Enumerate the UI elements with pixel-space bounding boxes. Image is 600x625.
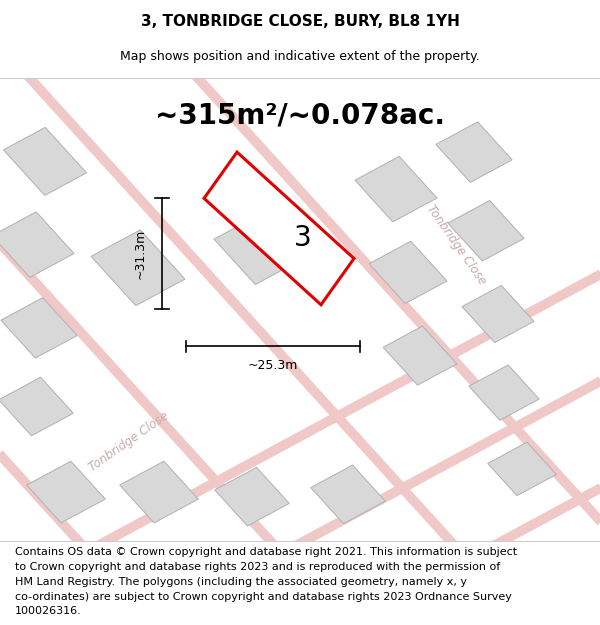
Text: ~25.3m: ~25.3m — [248, 359, 298, 372]
Polygon shape — [4, 127, 86, 196]
Polygon shape — [204, 152, 354, 305]
Polygon shape — [0, 378, 73, 436]
Text: Tonbridge Close: Tonbridge Close — [424, 202, 488, 287]
Polygon shape — [0, 212, 74, 278]
Text: 3: 3 — [294, 224, 312, 252]
Text: Contains OS data © Crown copyright and database right 2021. This information is : Contains OS data © Crown copyright and d… — [15, 548, 517, 558]
Text: ~315m²/~0.078ac.: ~315m²/~0.078ac. — [155, 101, 445, 129]
Polygon shape — [462, 286, 534, 342]
Polygon shape — [448, 201, 524, 261]
Polygon shape — [214, 214, 302, 284]
Polygon shape — [383, 326, 457, 385]
Text: HM Land Registry. The polygons (including the associated geometry, namely x, y: HM Land Registry. The polygons (includin… — [15, 577, 467, 587]
Polygon shape — [436, 122, 512, 182]
Text: ~31.3m: ~31.3m — [134, 229, 147, 279]
Text: to Crown copyright and database rights 2023 and is reproduced with the permissio: to Crown copyright and database rights 2… — [15, 562, 500, 572]
Polygon shape — [369, 241, 447, 304]
Text: 3, TONBRIDGE CLOSE, BURY, BL8 1YH: 3, TONBRIDGE CLOSE, BURY, BL8 1YH — [140, 14, 460, 29]
Polygon shape — [91, 230, 185, 306]
Polygon shape — [215, 468, 289, 526]
Text: co-ordinates) are subject to Crown copyright and database rights 2023 Ordnance S: co-ordinates) are subject to Crown copyr… — [15, 592, 512, 602]
Text: 100026316.: 100026316. — [15, 606, 82, 616]
Polygon shape — [469, 365, 539, 420]
Polygon shape — [26, 461, 106, 523]
Text: Tonbridge Close: Tonbridge Close — [87, 409, 171, 474]
Polygon shape — [311, 465, 385, 524]
Polygon shape — [119, 461, 199, 523]
Polygon shape — [1, 298, 77, 358]
Polygon shape — [355, 156, 437, 222]
Polygon shape — [488, 442, 556, 496]
Text: Map shows position and indicative extent of the property.: Map shows position and indicative extent… — [120, 50, 480, 62]
